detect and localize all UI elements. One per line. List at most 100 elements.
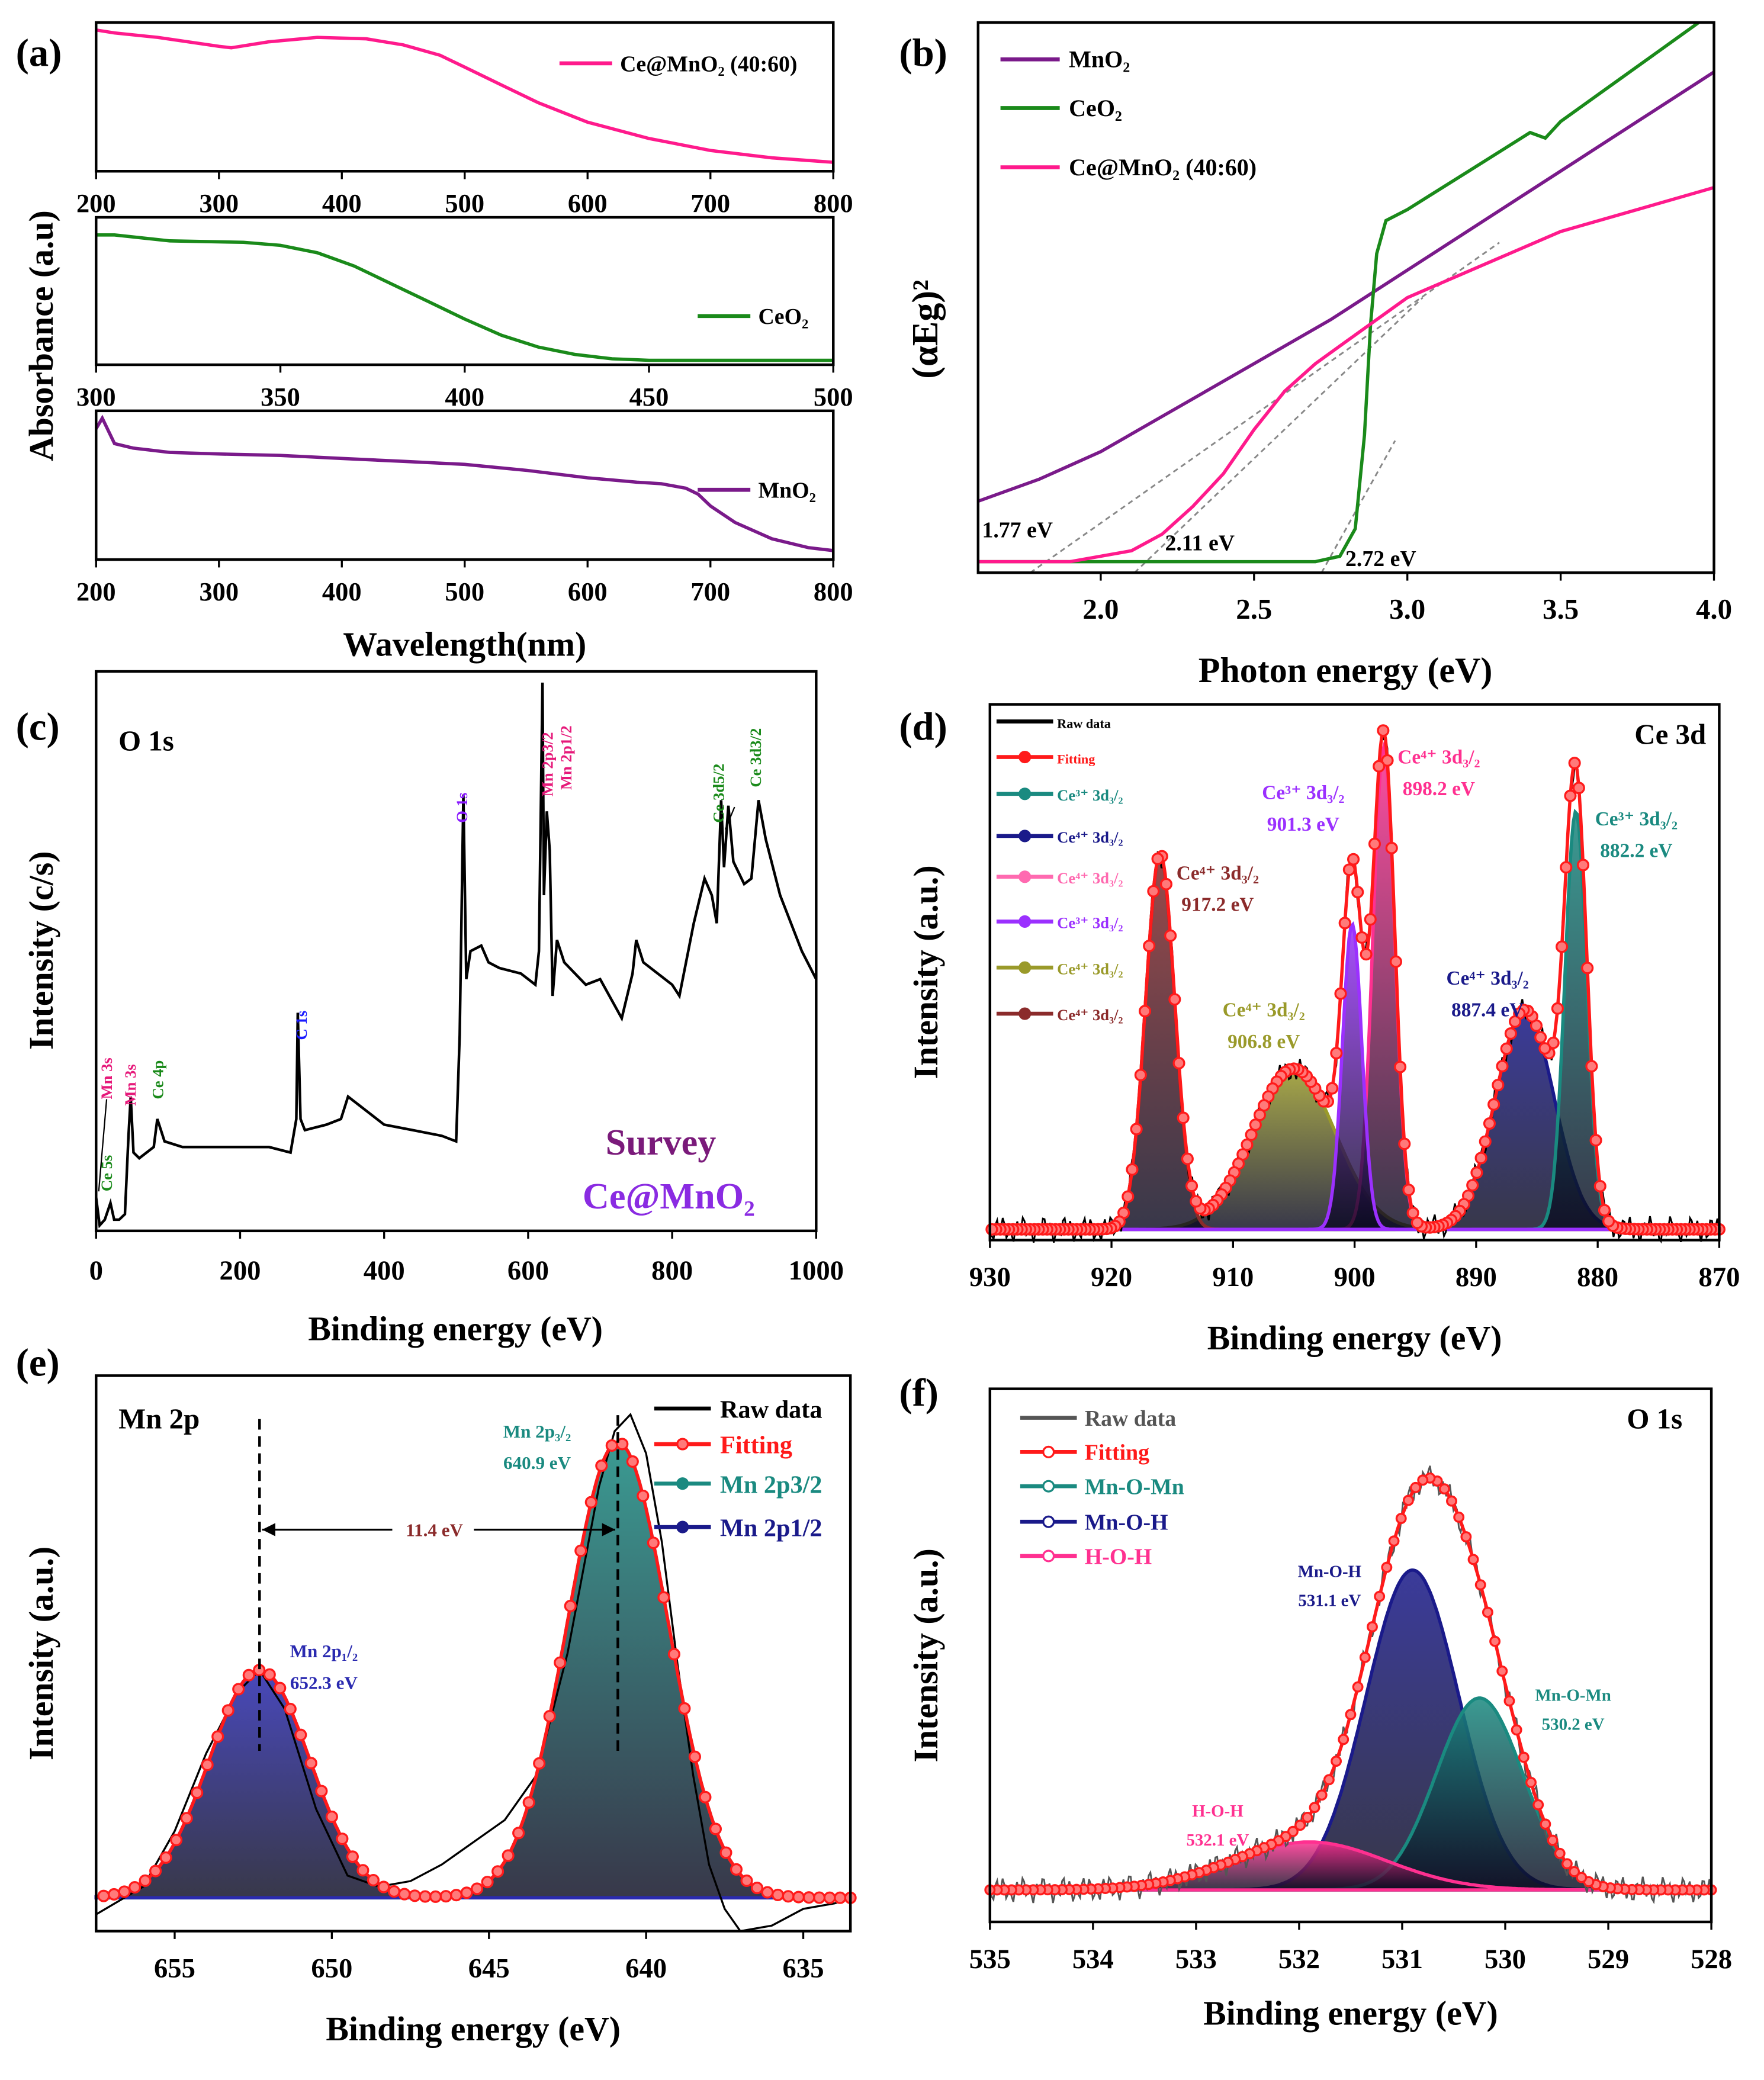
panel-label-a: (a)	[16, 31, 62, 75]
fitting-marker	[180, 1812, 193, 1825]
x-tick-label: 400	[322, 188, 362, 218]
peak-label: Ce 3d5/2	[710, 764, 728, 823]
peak-energy-label: 882.2 eV	[1600, 840, 1672, 861]
fitting-marker	[201, 1758, 214, 1772]
plot-frame	[988, 1387, 1713, 1924]
fitting-marker	[149, 1864, 162, 1878]
fitting-marker	[1359, 1651, 1371, 1663]
fitting-marker	[678, 1702, 691, 1715]
fitting-marker	[1602, 1214, 1615, 1228]
fitting-marker	[750, 1882, 764, 1895]
legend-swatch-marker	[1042, 1480, 1055, 1493]
fitting-marker	[1446, 1495, 1457, 1507]
fitting-marker	[1342, 863, 1355, 876]
fitting-marker	[1460, 1531, 1472, 1542]
fitting-marker	[1572, 782, 1585, 795]
x-tick-label: 640	[625, 1953, 667, 1983]
x-tick-label: 920	[1091, 1262, 1132, 1293]
fitting-marker	[1576, 859, 1590, 872]
fitting-marker	[1532, 1799, 1544, 1811]
band-gap-label: 1.77 eV	[982, 517, 1053, 542]
fitting-marker	[1177, 1111, 1190, 1124]
panel-label-f: (f)	[899, 1372, 939, 1415]
fitting-marker	[1164, 929, 1177, 942]
peak-label: Mn 2p₁/₂	[290, 1641, 358, 1661]
fitting-marker	[1134, 1069, 1147, 1082]
x-axis-label: Binding energy (eV)	[326, 2010, 621, 2048]
fitting-marker	[1181, 1152, 1194, 1165]
x-tick-label: 1000	[789, 1255, 844, 1286]
fitting-marker	[1316, 1789, 1328, 1801]
legend-label: Ce@MnO₂ (40:60)	[1069, 154, 1257, 181]
x-tick-label: 200	[76, 188, 116, 218]
legend-label: Mn-O-Mn	[1085, 1474, 1184, 1499]
panel-f: (f) 535 534 533 532 531 530 529 528 Binding energ…	[899, 1372, 1732, 2033]
fitting-marker	[1467, 1554, 1479, 1565]
fitting-marker	[626, 1455, 639, 1468]
fitting-marker	[1364, 913, 1377, 926]
x-tick-label: 300	[199, 577, 239, 606]
fitting-marker	[719, 1846, 732, 1859]
legend-label: Mn 2p3/2	[720, 1471, 822, 1499]
fitting-marker	[1385, 841, 1398, 854]
absorbance-line	[94, 414, 834, 552]
fitting-marker	[543, 1710, 556, 1723]
fitting-marker	[709, 1822, 722, 1835]
sample-label: Ce@MnO₂	[583, 1176, 755, 1217]
legend-label: Ce@MnO₂ (40:60)	[620, 52, 797, 76]
fitting-marker	[1398, 1137, 1411, 1150]
fitting-marker	[1394, 1060, 1407, 1073]
fitting-marker	[1330, 1047, 1343, 1060]
peak-energy-label: 901.3 eV	[1267, 814, 1339, 835]
fitting-marker	[1355, 931, 1368, 944]
fitting-marker	[1351, 886, 1364, 899]
fitting-marker	[740, 1874, 753, 1887]
x-tick-label: 600	[507, 1255, 549, 1286]
tangent-line	[1029, 242, 1500, 573]
fitting-marker	[1466, 1179, 1479, 1192]
fitting-marker	[221, 1704, 234, 1717]
fitting-marker	[1245, 1128, 1258, 1142]
fitting-marker	[564, 1599, 577, 1613]
plot-area	[978, 22, 1714, 573]
x-tick-label: 930	[969, 1262, 1011, 1293]
fitting-marker	[1503, 1695, 1515, 1707]
fitting-marker	[1500, 1042, 1513, 1055]
fitting-marker	[1360, 948, 1373, 961]
peak-label: Ce⁴⁺ 3d₃/₂	[1397, 747, 1480, 769]
fitting-marker	[1367, 1621, 1378, 1633]
legend-swatch-marker	[1018, 750, 1032, 764]
fitting-marker	[128, 1881, 142, 1894]
fitting-marker	[584, 1496, 597, 1509]
x-tick-label: 400	[364, 1255, 405, 1286]
fitting-marker	[1509, 1015, 1522, 1028]
fitting-marker	[637, 1489, 650, 1502]
fitting-marker	[1374, 1590, 1386, 1602]
tauc-line	[978, 22, 1700, 564]
fitting-marker	[1159, 877, 1172, 890]
x-tick-label: 880	[1577, 1262, 1618, 1293]
fitting-marker	[1547, 1834, 1559, 1846]
fitting-marker	[1534, 1031, 1547, 1044]
plot-frame	[95, 1374, 852, 1933]
fitting-marker	[1496, 1665, 1508, 1677]
fitting-marker	[761, 1886, 774, 1899]
peak-label: Mn 3s	[98, 1057, 115, 1099]
fitting-marker	[460, 1886, 473, 1899]
fitting-marker	[367, 1873, 380, 1887]
fitting-marker	[294, 1728, 307, 1741]
fitting-marker	[1487, 1098, 1500, 1111]
x-tick-label: 533	[1175, 1944, 1217, 1975]
x-tick-label: 655	[154, 1953, 195, 1983]
fitting-marker	[1561, 1858, 1573, 1870]
fitting-marker	[688, 1750, 701, 1763]
legend-label: Ce⁴⁺ 3d₃/₂	[1057, 828, 1123, 846]
legend-swatch-marker	[676, 1520, 689, 1534]
legend-label: Ce⁴⁺ 3d₃/₂	[1057, 869, 1123, 887]
peak-label: Mn-O-Mn	[1535, 1686, 1611, 1705]
fitting-marker	[1334, 987, 1347, 1000]
legend-label: Fitting	[1057, 752, 1095, 767]
x-tick-label: 2.5	[1236, 593, 1272, 625]
fitting-marker	[1581, 962, 1594, 975]
fitting-marker	[191, 1786, 204, 1799]
